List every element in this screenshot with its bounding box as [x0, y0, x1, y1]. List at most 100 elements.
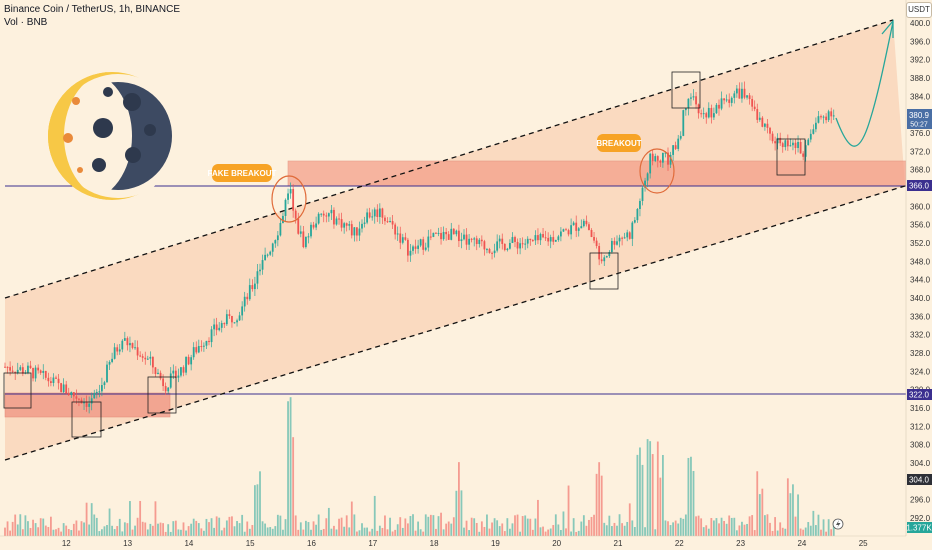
- breakout-circle: [639, 148, 675, 194]
- time-axis[interactable]: [0, 536, 906, 550]
- volume-bar: [598, 462, 601, 536]
- candle-body: [748, 95, 751, 100]
- candle-body: [42, 370, 45, 373]
- candle-body: [442, 231, 445, 240]
- volume-bar: [458, 462, 460, 536]
- candle-body: [146, 358, 149, 360]
- volume-bar: [256, 484, 259, 536]
- volume-bar: [776, 530, 779, 536]
- volume-bar: [549, 528, 552, 536]
- volume-bar: [792, 484, 794, 536]
- volume-bar: [37, 527, 40, 536]
- candle-body: [394, 224, 397, 235]
- candle-body: [325, 215, 328, 217]
- volume-bar: [748, 516, 751, 536]
- candle-body: [654, 156, 657, 161]
- volume-bar: [649, 441, 652, 536]
- volume-bar: [123, 522, 126, 536]
- volume-bar: [167, 524, 170, 536]
- volume-bar: [225, 520, 228, 536]
- svg-text:380.9: 380.9: [909, 111, 930, 120]
- candle-body: [514, 237, 516, 242]
- volume-bar: [348, 527, 351, 536]
- candle-body: [333, 209, 335, 225]
- candle-body: [106, 364, 108, 383]
- y-tick-label: 400.0: [910, 19, 931, 28]
- candle-body: [534, 235, 537, 241]
- symbol-title[interactable]: Binance Coin / TetherUS, 1h, BINANCE: [4, 4, 181, 15]
- candle-body: [348, 224, 351, 226]
- volume-bar: [812, 510, 815, 536]
- candle-body: [83, 402, 85, 404]
- volume-bar: [519, 531, 521, 536]
- volume-bar: [14, 514, 17, 536]
- candle-body: [116, 347, 119, 352]
- candle-body: [118, 349, 121, 352]
- volume-bar: [241, 514, 244, 536]
- volume-indicator-label[interactable]: Vol · BNB: [4, 17, 48, 28]
- volume-bar: [146, 529, 149, 536]
- y-tick-label: 316.0: [910, 404, 931, 413]
- currency-button[interactable]: USDT: [906, 2, 932, 18]
- candle-body: [662, 152, 664, 163]
- candle-body: [766, 123, 769, 128]
- volume-bar: [644, 527, 646, 536]
- candle-body: [213, 324, 215, 330]
- candle-body: [399, 233, 402, 243]
- candle-body: [88, 403, 91, 407]
- candle-body: [259, 269, 261, 272]
- candle-body: [710, 107, 713, 118]
- volume-bar: [80, 521, 83, 536]
- channel-lower-line: [4, 185, 906, 461]
- price-axis[interactable]: [906, 0, 932, 550]
- volume-bar: [386, 529, 389, 536]
- candle-body: [111, 358, 113, 362]
- candle-body: [164, 386, 167, 392]
- volume-bar: [570, 531, 572, 536]
- volume-bar: [317, 514, 320, 536]
- candle-body: [784, 140, 787, 148]
- volume-bar: [47, 526, 50, 536]
- candle-body: [238, 315, 241, 321]
- volume-bar: [684, 514, 687, 536]
- candle-body: [608, 252, 611, 257]
- candle-body: [738, 88, 741, 99]
- volume-bar: [414, 530, 417, 536]
- y-tick-label: 328.0: [910, 349, 931, 358]
- volume-bar: [700, 518, 703, 536]
- volume-bar: [662, 454, 664, 536]
- volume-bar: [735, 530, 738, 536]
- volume-bar: [743, 524, 746, 536]
- volume-bar: [799, 528, 802, 536]
- volume-bar: [682, 518, 685, 536]
- candle-body: [381, 208, 384, 218]
- candle-body: [730, 97, 733, 103]
- candle-body: [6, 366, 9, 368]
- y-tick-label: 396.0: [910, 37, 931, 46]
- candle-body: [85, 402, 88, 407]
- volume-bar: [185, 530, 187, 536]
- volume-bar: [422, 531, 425, 536]
- candle-body: [776, 137, 779, 144]
- candle-body: [47, 377, 50, 382]
- volume-bar: [190, 523, 193, 536]
- x-tick-label: 20: [552, 539, 561, 548]
- candle-body: [832, 115, 835, 117]
- volume-bar: [294, 515, 297, 536]
- volume-bar: [72, 523, 75, 536]
- candle-body: [363, 222, 366, 224]
- candle-body: [353, 227, 356, 236]
- volume-bar: [692, 470, 695, 536]
- candle-body: [524, 243, 527, 245]
- lightning-icon[interactable]: [832, 518, 844, 530]
- volume-bar: [353, 514, 356, 536]
- candle-body: [809, 133, 812, 140]
- volume-bar: [243, 531, 246, 536]
- candle-body: [460, 239, 463, 242]
- volume-bar: [781, 527, 784, 536]
- candle-body: [159, 372, 162, 379]
- x-tick-label: 15: [246, 539, 255, 548]
- candle-body: [679, 135, 682, 139]
- volume-bar: [445, 523, 448, 536]
